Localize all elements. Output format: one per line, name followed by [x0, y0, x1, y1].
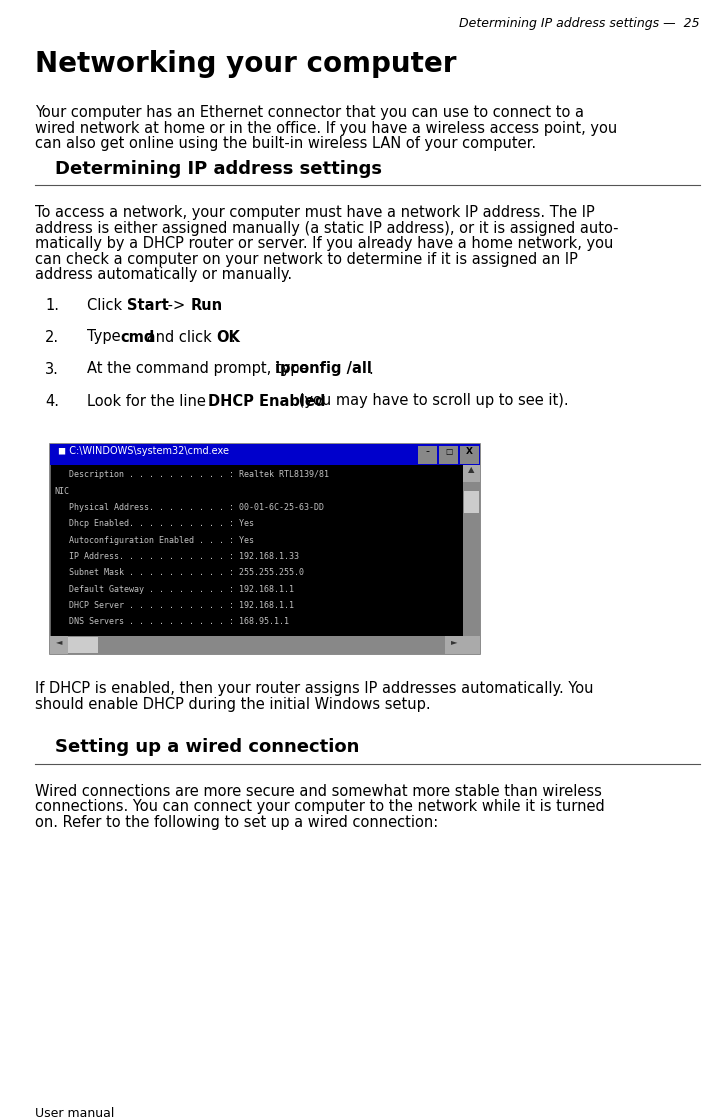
Text: Default Gateway . . . . . . . . : 192.168.1.1: Default Gateway . . . . . . . . : 192.16…	[54, 584, 294, 593]
Text: 4.: 4.	[45, 393, 59, 409]
FancyBboxPatch shape	[463, 465, 480, 636]
Text: Start: Start	[127, 297, 169, 313]
Text: Run: Run	[190, 297, 223, 313]
Text: should enable DHCP during the initial Windows setup.: should enable DHCP during the initial Wi…	[35, 697, 431, 712]
Text: OK: OK	[216, 330, 240, 344]
Text: Autoconfiguration Enabled . . . : Yes: Autoconfiguration Enabled . . . : Yes	[54, 536, 254, 545]
FancyBboxPatch shape	[460, 446, 479, 464]
Text: and click: and click	[142, 330, 217, 344]
Text: cmd: cmd	[120, 330, 155, 344]
Text: Look for the line: Look for the line	[87, 393, 210, 409]
Text: Dhcp Enabled. . . . . . . . . . : Yes: Dhcp Enabled. . . . . . . . . . : Yes	[54, 519, 254, 528]
Text: X: X	[466, 447, 473, 456]
FancyBboxPatch shape	[439, 446, 458, 464]
Text: To access a network, your computer must have a network IP address. The IP: To access a network, your computer must …	[35, 206, 594, 220]
Text: .: .	[369, 362, 373, 376]
Text: DHCP Enabled: DHCP Enabled	[207, 393, 325, 409]
Text: connections. You can connect your computer to the network while it is turned: connections. You can connect your comput…	[35, 799, 605, 814]
Text: .: .	[212, 297, 217, 313]
Text: address is either assigned manually (a static IP address), or it is assigned aut: address is either assigned manually (a s…	[35, 220, 618, 236]
FancyBboxPatch shape	[464, 490, 479, 513]
Text: Determining IP address settings: Determining IP address settings	[55, 160, 382, 178]
Text: ◼ C:\WINDOWS\system32\cmd.exe: ◼ C:\WINDOWS\system32\cmd.exe	[58, 447, 229, 457]
Text: .: .	[231, 330, 235, 344]
Text: wired network at home or in the office. If you have a wireless access point, you: wired network at home or in the office. …	[35, 121, 617, 135]
FancyBboxPatch shape	[50, 443, 480, 653]
Text: 1.: 1.	[45, 297, 59, 313]
Text: -: -	[426, 447, 429, 457]
Text: Click: Click	[87, 297, 127, 313]
Text: address automatically or manually.: address automatically or manually.	[35, 267, 292, 281]
FancyBboxPatch shape	[445, 636, 463, 653]
Text: ->: ->	[163, 297, 190, 313]
Text: ►: ►	[451, 638, 457, 647]
Text: can also get online using the built-in wireless LAN of your computer.: can also get online using the built-in w…	[35, 136, 536, 151]
Text: DHCP Server . . . . . . . . . . : 192.168.1.1: DHCP Server . . . . . . . . . . : 192.16…	[54, 601, 294, 610]
Text: DNS Servers . . . . . . . . . . : 168.95.1.1: DNS Servers . . . . . . . . . . : 168.95…	[54, 618, 289, 627]
Text: NIC: NIC	[54, 487, 69, 496]
Text: Setting up a wired connection: Setting up a wired connection	[55, 738, 360, 756]
Text: Type: Type	[87, 330, 125, 344]
FancyBboxPatch shape	[418, 446, 437, 464]
FancyBboxPatch shape	[50, 636, 463, 653]
Text: Description . . . . . . . . . . : Realtek RTL8139/81: Description . . . . . . . . . . : Realte…	[54, 470, 329, 479]
Text: 3.: 3.	[45, 362, 59, 376]
Text: Your computer has an Ethernet connector that you can use to connect to a: Your computer has an Ethernet connector …	[35, 105, 584, 120]
Text: ipconfig /all: ipconfig /all	[275, 362, 371, 376]
Text: Determining IP address settings —  25: Determining IP address settings — 25	[460, 17, 700, 30]
Text: ▲: ▲	[468, 466, 475, 475]
FancyBboxPatch shape	[50, 636, 68, 653]
Text: 2.: 2.	[45, 330, 59, 344]
Text: Wired connections are more secure and somewhat more stable than wireless: Wired connections are more secure and so…	[35, 783, 602, 799]
FancyBboxPatch shape	[50, 443, 480, 465]
Text: Networking your computer: Networking your computer	[35, 50, 457, 78]
Text: □: □	[445, 447, 452, 457]
Text: Physical Address. . . . . . . . : 00-01-6C-25-63-DD: Physical Address. . . . . . . . : 00-01-…	[54, 503, 324, 512]
FancyBboxPatch shape	[463, 465, 480, 483]
Text: IP Address. . . . . . . . . . . : 192.168.1.33: IP Address. . . . . . . . . . . : 192.16…	[54, 552, 299, 561]
Text: on. Refer to the following to set up a wired connection:: on. Refer to the following to set up a w…	[35, 814, 438, 830]
FancyBboxPatch shape	[68, 637, 98, 652]
Text: If DHCP is enabled, then your router assigns IP addresses automatically. You: If DHCP is enabled, then your router ass…	[35, 681, 594, 697]
Text: User manual: User manual	[35, 1107, 115, 1117]
Text: ◄: ◄	[56, 638, 62, 647]
Text: can check a computer on your network to determine if it is assigned an IP: can check a computer on your network to …	[35, 251, 578, 267]
FancyBboxPatch shape	[463, 636, 480, 653]
Text: matically by a DHCP router or server. If you already have a home network, you: matically by a DHCP router or server. If…	[35, 236, 613, 251]
Text: Subnet Mask . . . . . . . . . . : 255.255.255.0: Subnet Mask . . . . . . . . . . : 255.25…	[54, 569, 304, 577]
Text: At the command prompt, type: At the command prompt, type	[87, 362, 313, 376]
Text: (you may have to scroll up to see it).: (you may have to scroll up to see it).	[294, 393, 569, 409]
